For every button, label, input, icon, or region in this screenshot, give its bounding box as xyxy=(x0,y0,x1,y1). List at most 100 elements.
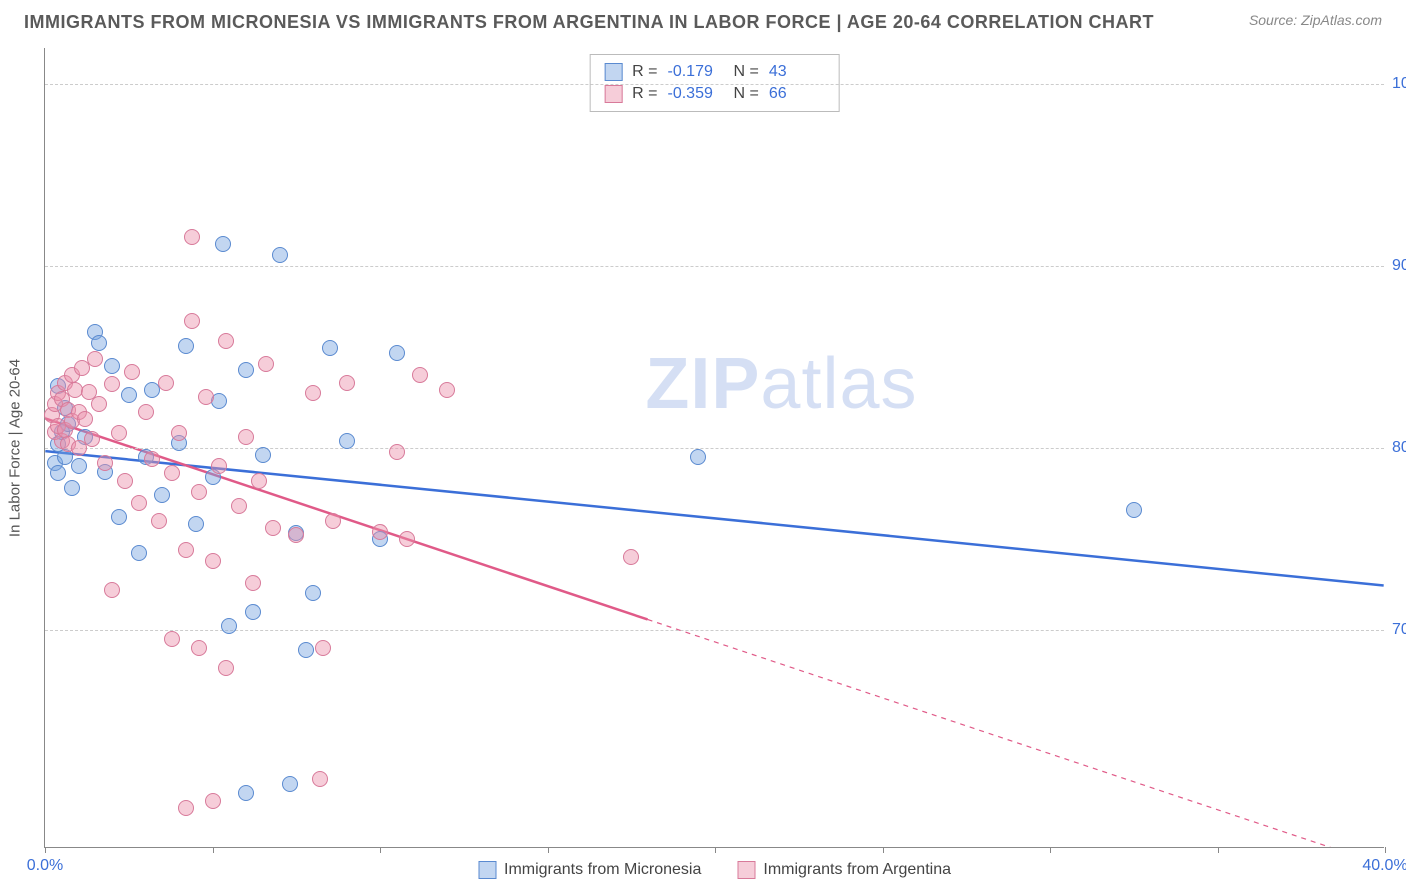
data-point xyxy=(238,785,254,801)
n-value: 66 xyxy=(769,85,825,103)
data-point xyxy=(258,356,274,372)
data-point xyxy=(104,376,120,392)
legend-swatch xyxy=(478,861,496,879)
data-point xyxy=(282,776,298,792)
data-point xyxy=(205,553,221,569)
data-point xyxy=(272,247,288,263)
data-point xyxy=(164,631,180,647)
data-point xyxy=(171,425,187,441)
r-value: -0.179 xyxy=(668,63,724,81)
x-tick xyxy=(1218,847,1219,853)
gridline xyxy=(45,84,1384,85)
data-point xyxy=(138,404,154,420)
data-point xyxy=(298,642,314,658)
data-point xyxy=(131,495,147,511)
x-tick xyxy=(883,847,884,853)
stats-row: R =-0.359N =66 xyxy=(604,83,825,105)
data-point xyxy=(111,425,127,441)
data-point xyxy=(178,800,194,816)
data-point xyxy=(104,358,120,374)
data-point xyxy=(178,542,194,558)
y-tick-label: 90.0% xyxy=(1392,257,1406,275)
data-point xyxy=(121,387,137,403)
data-point xyxy=(104,582,120,598)
legend-swatch xyxy=(604,63,622,81)
r-label: R = xyxy=(632,63,657,81)
data-point xyxy=(211,458,227,474)
x-tick xyxy=(1385,847,1386,853)
data-point xyxy=(91,396,107,412)
n-label: N = xyxy=(734,63,759,81)
x-tick xyxy=(548,847,549,853)
data-point xyxy=(238,362,254,378)
data-point xyxy=(315,640,331,656)
data-point xyxy=(184,229,200,245)
stats-row: R = -0.179 N = 43 xyxy=(604,61,825,83)
legend-swatch xyxy=(737,861,755,879)
data-point xyxy=(412,367,428,383)
data-point xyxy=(312,771,328,787)
data-point xyxy=(245,604,261,620)
data-point xyxy=(305,385,321,401)
data-point xyxy=(111,509,127,525)
legend-item: Immigrants from Argentina xyxy=(737,861,951,879)
trend-line-solid xyxy=(45,451,1383,585)
data-point xyxy=(690,449,706,465)
legend-label: Immigrants from Micronesia xyxy=(504,861,701,879)
n-value: 43 xyxy=(769,63,825,81)
watermark-atlas: atlas xyxy=(760,344,917,424)
x-tick xyxy=(715,847,716,853)
data-point xyxy=(158,375,174,391)
data-point xyxy=(389,444,405,460)
gridline xyxy=(45,266,1384,267)
y-tick-label: 80.0% xyxy=(1392,439,1406,457)
data-point xyxy=(251,473,267,489)
data-point xyxy=(77,411,93,427)
data-point xyxy=(288,527,304,543)
chart-source: Source: ZipAtlas.com xyxy=(1249,12,1382,28)
data-point xyxy=(198,389,214,405)
data-point xyxy=(623,549,639,565)
data-point xyxy=(218,660,234,676)
x-tick-label: 40.0% xyxy=(1362,857,1406,875)
data-point xyxy=(322,340,338,356)
y-axis-label: In Labor Force | Age 20-64 xyxy=(7,358,24,536)
n-label: N = xyxy=(734,85,759,103)
data-point xyxy=(372,524,388,540)
legend-swatch xyxy=(604,85,622,103)
data-point xyxy=(178,338,194,354)
data-point xyxy=(221,618,237,634)
chart-title: IMMIGRANTS FROM MICRONESIA VS IMMIGRANTS… xyxy=(24,12,1154,33)
data-point xyxy=(339,375,355,391)
data-point xyxy=(188,516,204,532)
data-point xyxy=(164,465,180,481)
data-point xyxy=(84,431,100,447)
data-point xyxy=(144,451,160,467)
data-point xyxy=(245,575,261,591)
bottom-legend: Immigrants from Micronesia Immigrants fro… xyxy=(478,861,951,879)
x-tick xyxy=(380,847,381,853)
data-point xyxy=(231,498,247,514)
data-point xyxy=(91,335,107,351)
data-point xyxy=(439,382,455,398)
chart-header: IMMIGRANTS FROM MICRONESIA VS IMMIGRANTS… xyxy=(0,0,1406,41)
r-value: -0.359 xyxy=(668,85,724,103)
data-point xyxy=(154,487,170,503)
data-point xyxy=(389,345,405,361)
data-point xyxy=(255,447,271,463)
data-point xyxy=(339,433,355,449)
chart-plot-area: In Labor Force | Age 20-64 ZIPatlas R =-… xyxy=(44,48,1384,848)
data-point xyxy=(205,793,221,809)
x-tick xyxy=(45,847,46,853)
data-point xyxy=(399,531,415,547)
gridline xyxy=(45,448,1384,449)
correlation-stats-box: R = -0.179 N = 43R = -0.359 N = 66 xyxy=(589,54,840,112)
data-point xyxy=(131,545,147,561)
data-point xyxy=(184,313,200,329)
legend-item: Immigrants from Micronesia xyxy=(478,861,701,879)
x-tick xyxy=(213,847,214,853)
data-point xyxy=(238,429,254,445)
data-point xyxy=(191,640,207,656)
y-tick-label: 70.0% xyxy=(1392,621,1406,639)
gridline xyxy=(45,630,1384,631)
